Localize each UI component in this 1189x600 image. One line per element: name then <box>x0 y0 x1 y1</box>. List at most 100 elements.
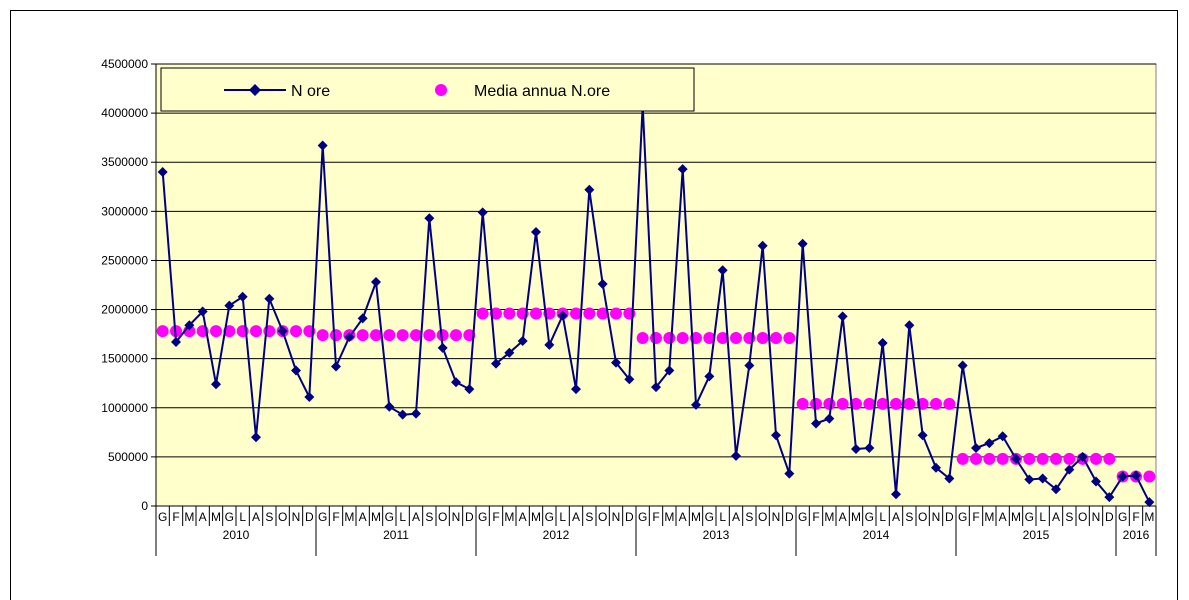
data-point <box>971 443 981 454</box>
month-label: G <box>385 510 394 524</box>
media-point <box>903 397 916 410</box>
media-point <box>210 325 222 338</box>
data-point <box>477 207 488 218</box>
y-axis-ticks: 0 500000 1000000 1500000 2000000 2500000 30000… <box>101 57 156 513</box>
month-label: N <box>452 510 461 524</box>
media-point <box>1063 452 1076 465</box>
month-label: F <box>1132 510 1139 524</box>
data-point <box>1091 476 1101 487</box>
media-point <box>156 325 169 338</box>
month-label: D <box>785 510 794 524</box>
media-point <box>410 329 422 342</box>
month-label: A <box>412 510 420 524</box>
data-point <box>384 401 395 412</box>
media-point <box>1023 452 1036 465</box>
media-point <box>863 397 876 410</box>
month-label: A <box>519 510 527 524</box>
month-label: F <box>812 510 819 524</box>
y-tick-label: 1000000 <box>101 401 148 415</box>
month-label: M <box>371 510 381 524</box>
media-point <box>970 452 982 465</box>
data-point <box>797 238 808 249</box>
data-point <box>824 413 835 424</box>
month-label: M <box>824 510 834 524</box>
month-label: A <box>252 510 260 524</box>
month-label: O <box>598 510 607 524</box>
month-label: G <box>478 510 487 524</box>
media-point <box>1090 452 1102 465</box>
data-point <box>837 311 848 322</box>
data-point <box>877 337 888 348</box>
data-point <box>597 279 608 290</box>
data-point <box>397 409 408 420</box>
year-label: 2014 <box>863 528 890 542</box>
month-label: M <box>184 510 194 524</box>
month-label: F <box>492 510 499 524</box>
month-label: O <box>918 510 927 524</box>
media-point <box>730 332 742 345</box>
media-point <box>876 397 889 410</box>
media-point <box>330 329 342 342</box>
month-label: A <box>732 510 740 524</box>
month-label: M <box>691 510 701 524</box>
media-point <box>783 332 796 345</box>
data-point <box>864 443 875 454</box>
media-point <box>756 332 769 345</box>
data-point <box>771 430 781 441</box>
data-point <box>317 140 328 151</box>
month-label: M <box>851 510 861 524</box>
year-label: 2011 <box>383 528 409 542</box>
data-point <box>917 430 928 441</box>
media-point <box>1143 470 1156 483</box>
month-label: F <box>972 510 979 524</box>
data-point <box>557 310 568 321</box>
media-point <box>530 307 542 320</box>
media-point <box>396 329 409 342</box>
month-label: D <box>465 510 474 524</box>
media-point <box>836 397 849 410</box>
media-point <box>596 307 609 320</box>
month-label: S <box>745 510 753 524</box>
data-point <box>411 408 421 419</box>
data-point <box>371 277 381 288</box>
year-label: 2016 <box>1123 528 1150 542</box>
media-point <box>503 307 516 320</box>
data-point <box>544 339 555 350</box>
media-point <box>810 397 822 410</box>
month-label: F <box>652 510 659 524</box>
month-label: N <box>292 510 301 524</box>
month-label: L <box>719 510 726 524</box>
month-label: G <box>798 510 807 524</box>
data-point <box>464 384 475 395</box>
month-label: M <box>344 510 354 524</box>
media-point <box>476 307 489 320</box>
data-point <box>491 358 501 369</box>
data-point <box>571 384 581 395</box>
month-label: D <box>1105 510 1114 524</box>
month-label: D <box>305 510 314 524</box>
month-label: A <box>679 510 687 524</box>
data-point <box>1024 474 1035 485</box>
media-point <box>796 397 809 410</box>
media-point <box>996 452 1009 465</box>
series-n-ore <box>157 100 1155 508</box>
media-point <box>250 325 262 338</box>
y-tick-label: 2500000 <box>101 253 148 267</box>
data-point <box>197 306 208 317</box>
legend-n-ore-label: N ore <box>291 83 330 100</box>
data-point <box>584 184 595 195</box>
y-tick-label: 1500000 <box>101 352 148 366</box>
media-point <box>610 307 622 320</box>
chart-frame: 0 500000 1000000 1500000 2000000 2500000 30000… <box>10 10 1178 600</box>
data-point <box>437 342 448 353</box>
month-label: O <box>1078 510 1087 524</box>
media-point <box>383 329 396 342</box>
month-label: G <box>1118 510 1127 524</box>
gridlines <box>156 63 1156 507</box>
month-label: G <box>318 510 327 524</box>
month-label: N <box>772 510 781 524</box>
data-point <box>1117 471 1128 482</box>
media-point <box>956 452 969 465</box>
data-point <box>1104 492 1115 503</box>
